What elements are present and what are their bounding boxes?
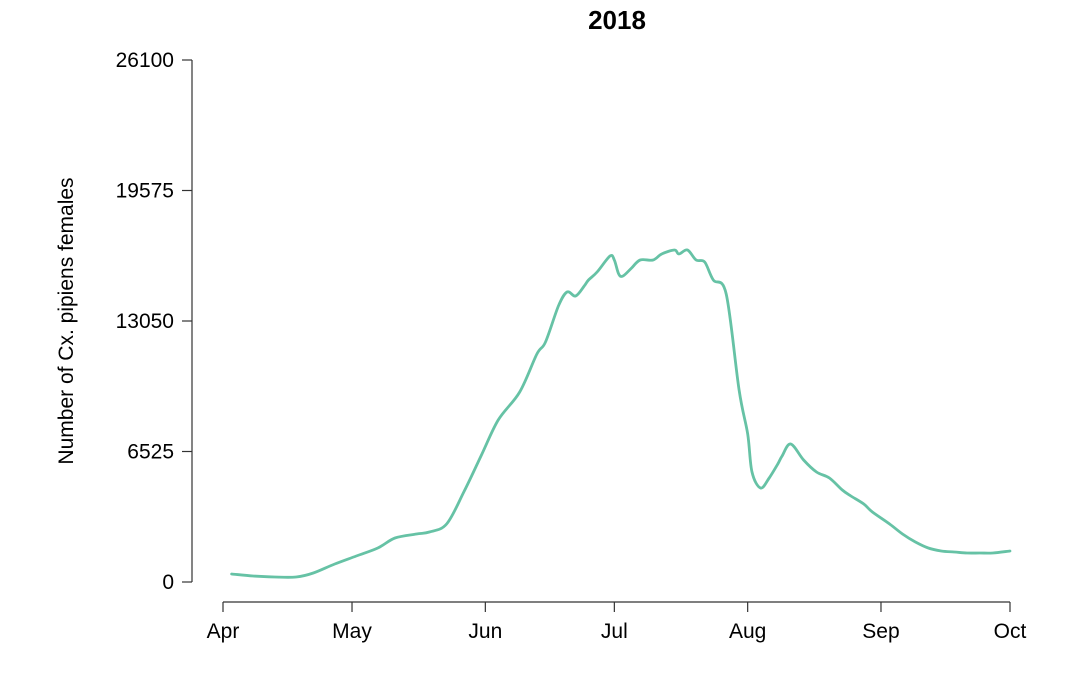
- x-tick-label: Apr: [207, 620, 240, 643]
- x-tick-label: Jun: [468, 620, 502, 643]
- series-line: [230, 248, 1012, 579]
- x-tick-label: May: [332, 620, 372, 643]
- y-tick-label: 19575: [116, 180, 174, 203]
- y-tick-label: 0: [162, 571, 174, 594]
- y-tick-label: 26100: [116, 49, 174, 72]
- x-tick-label: Jul: [601, 620, 628, 643]
- x-axis-ticks: Apr May Jun Jul Aug Sep Oct: [207, 602, 1027, 643]
- x-tick-label: Oct: [994, 620, 1027, 643]
- x-tick-label: Aug: [729, 620, 766, 643]
- y-tick-label: 13050: [116, 310, 174, 333]
- x-tick-label: Sep: [862, 620, 899, 643]
- chart-title: 2018: [588, 5, 646, 35]
- y-tick-label: 6525: [127, 441, 174, 464]
- y-axis-label: Number of Cx. pipiens females: [55, 177, 78, 464]
- y-axis-ticks: 0 6525 13050 19575 26100: [116, 49, 192, 594]
